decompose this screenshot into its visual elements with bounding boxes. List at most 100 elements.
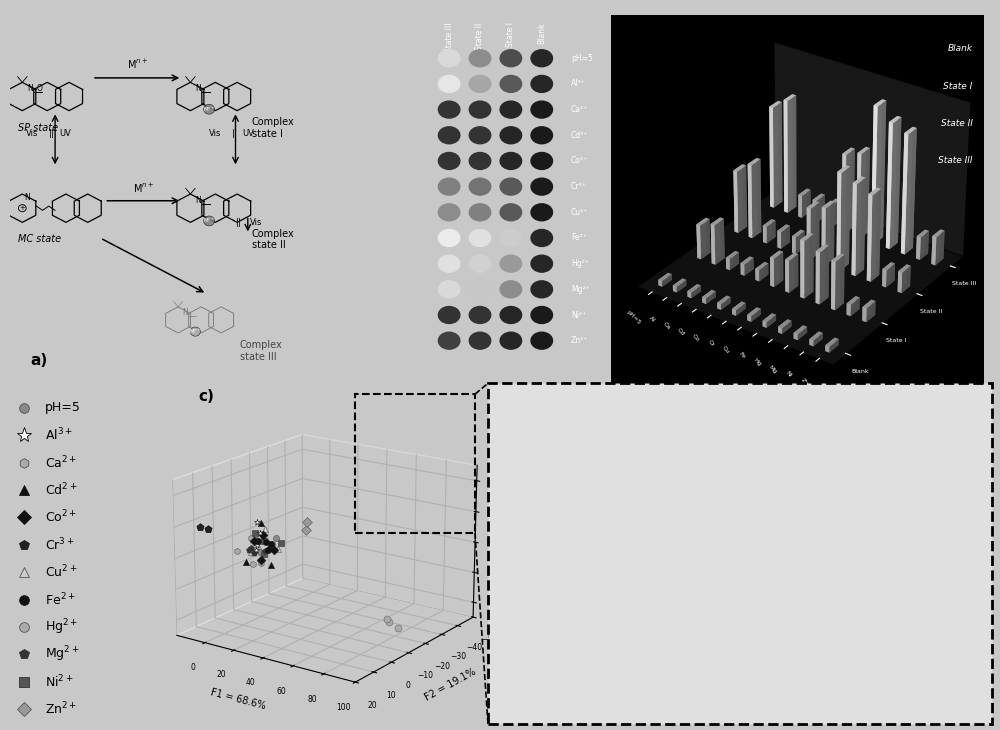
Circle shape — [438, 332, 460, 349]
Circle shape — [438, 75, 460, 93]
Text: Fe²⁺: Fe²⁺ — [571, 234, 587, 242]
Circle shape — [500, 153, 522, 169]
Text: M$^{n+}$: M$^{n+}$ — [189, 327, 202, 336]
Text: ||: || — [49, 128, 55, 137]
Text: MC state: MC state — [18, 234, 61, 245]
Circle shape — [438, 307, 460, 323]
Text: UV: UV — [59, 128, 71, 137]
Text: Complex
state I: Complex state I — [252, 117, 295, 139]
Circle shape — [500, 229, 522, 247]
Circle shape — [438, 153, 460, 169]
Text: N: N — [195, 196, 201, 205]
Text: M$^{n+}$: M$^{n+}$ — [203, 105, 216, 114]
Circle shape — [500, 281, 522, 298]
Circle shape — [531, 255, 552, 272]
Circle shape — [469, 281, 491, 298]
Circle shape — [469, 307, 491, 323]
Text: Ni²⁺: Ni²⁺ — [571, 310, 586, 320]
Text: Vis: Vis — [209, 128, 221, 137]
Circle shape — [469, 153, 491, 169]
Text: N: N — [195, 84, 201, 93]
Circle shape — [204, 216, 215, 226]
Text: a): a) — [30, 353, 48, 368]
Circle shape — [500, 50, 522, 66]
Text: ||: || — [236, 218, 242, 227]
Text: Al³⁺: Al³⁺ — [571, 80, 586, 88]
Circle shape — [438, 229, 460, 247]
Circle shape — [531, 229, 552, 247]
Circle shape — [469, 255, 491, 272]
X-axis label: F1 = 68.6%: F1 = 68.6% — [633, 669, 690, 691]
Circle shape — [531, 204, 552, 220]
Text: Vis: Vis — [26, 128, 39, 137]
Circle shape — [531, 178, 552, 195]
Text: Vis: Vis — [250, 218, 262, 227]
Text: c): c) — [199, 388, 214, 404]
Text: Hg$^{2+}$: Hg$^{2+}$ — [45, 617, 78, 637]
Text: N: N — [27, 84, 33, 93]
Circle shape — [438, 178, 460, 195]
Circle shape — [531, 332, 552, 349]
Circle shape — [190, 327, 200, 337]
Circle shape — [500, 255, 522, 272]
Text: Cd$^{2+}$: Cd$^{2+}$ — [45, 482, 77, 499]
Circle shape — [438, 281, 460, 298]
Text: State I: State I — [506, 23, 515, 47]
Circle shape — [500, 307, 522, 323]
Text: Cu²⁺: Cu²⁺ — [571, 208, 588, 217]
Text: State III: State III — [445, 23, 454, 52]
Text: SP state: SP state — [18, 123, 58, 133]
X-axis label: F1 = 68.6%: F1 = 68.6% — [210, 687, 267, 711]
Text: M$^{n+}$: M$^{n+}$ — [133, 182, 154, 195]
Circle shape — [204, 104, 215, 114]
Circle shape — [469, 332, 491, 349]
Text: Ca²⁺: Ca²⁺ — [571, 105, 588, 114]
Text: N: N — [182, 308, 188, 318]
Circle shape — [469, 101, 491, 118]
Circle shape — [500, 127, 522, 144]
Circle shape — [469, 178, 491, 195]
Circle shape — [531, 127, 552, 144]
Text: Co$^{2+}$: Co$^{2+}$ — [45, 509, 77, 526]
Text: +: + — [19, 205, 25, 211]
Text: Mg²⁺: Mg²⁺ — [571, 285, 590, 294]
Text: b): b) — [623, 18, 640, 33]
Text: Hg²⁺: Hg²⁺ — [571, 259, 589, 268]
Circle shape — [531, 153, 552, 169]
Circle shape — [500, 75, 522, 93]
Text: Co²⁺: Co²⁺ — [571, 156, 588, 166]
Text: ||: || — [231, 128, 237, 137]
Circle shape — [531, 50, 552, 66]
Text: Cd²⁺: Cd²⁺ — [571, 131, 588, 139]
Y-axis label: F2 = 19.1%: F2 = 19.1% — [832, 652, 888, 685]
Text: Zn$^{2+}$: Zn$^{2+}$ — [45, 701, 77, 718]
Text: pH=5: pH=5 — [571, 54, 593, 63]
Y-axis label: F2 = 19.1%: F2 = 19.1% — [424, 666, 478, 703]
Text: Blank: Blank — [947, 45, 972, 53]
Circle shape — [500, 178, 522, 195]
Circle shape — [531, 307, 552, 323]
Text: O: O — [37, 84, 42, 93]
Text: Al$^{3+}$: Al$^{3+}$ — [45, 427, 73, 444]
Text: Complex
state II: Complex state II — [252, 228, 295, 250]
Circle shape — [469, 50, 491, 66]
Circle shape — [531, 281, 552, 298]
Circle shape — [469, 229, 491, 247]
Circle shape — [469, 127, 491, 144]
Text: M$^{n+}$: M$^{n+}$ — [203, 217, 216, 226]
Text: Complex
state III: Complex state III — [240, 340, 282, 362]
Circle shape — [531, 101, 552, 118]
Circle shape — [438, 204, 460, 220]
Circle shape — [469, 75, 491, 93]
Circle shape — [500, 332, 522, 349]
Text: N: N — [24, 193, 30, 202]
Text: UV: UV — [242, 128, 254, 137]
Text: Ni$^{2+}$: Ni$^{2+}$ — [45, 673, 74, 690]
Text: Cu$^{2+}$: Cu$^{2+}$ — [45, 564, 77, 580]
Circle shape — [500, 204, 522, 220]
Circle shape — [469, 204, 491, 220]
Text: State II: State II — [476, 23, 484, 50]
Text: Blank: Blank — [537, 23, 546, 44]
Text: Fe$^{2+}$: Fe$^{2+}$ — [45, 591, 76, 608]
Circle shape — [438, 50, 460, 66]
